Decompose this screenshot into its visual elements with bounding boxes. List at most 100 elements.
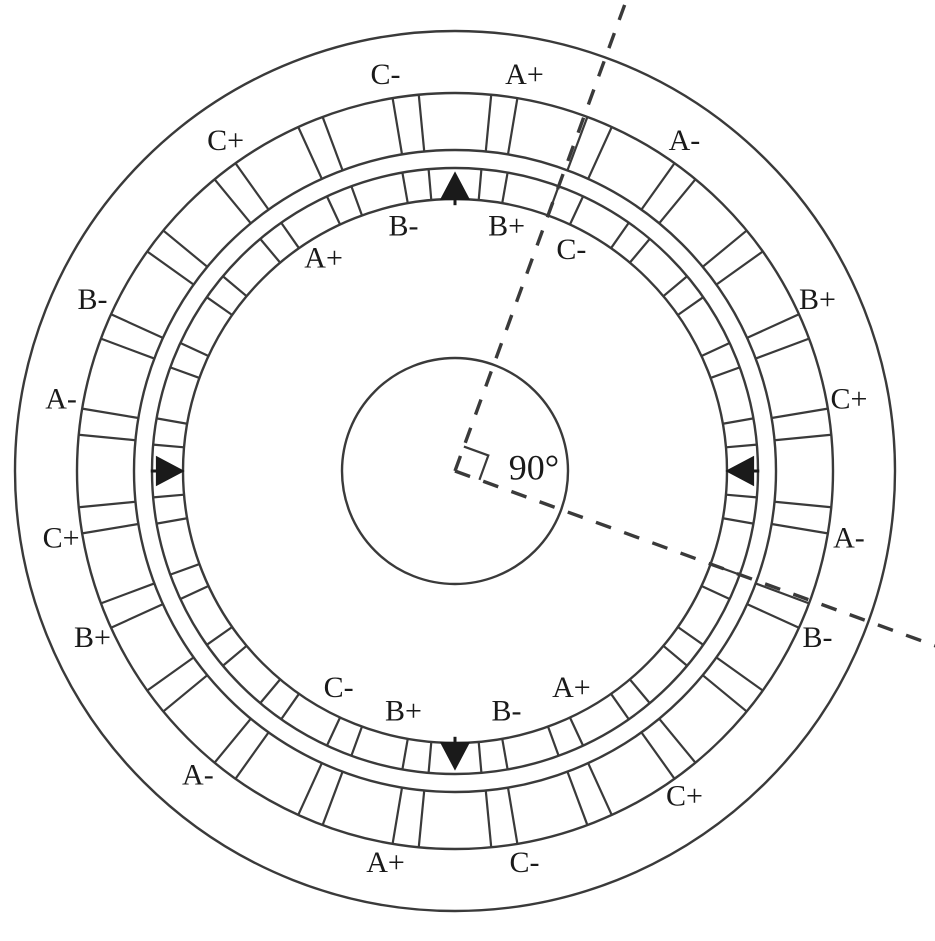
rotor-slot-edge xyxy=(548,727,559,756)
rotor-slot-edge xyxy=(207,627,232,645)
stator-slot-edge xyxy=(659,719,695,763)
dashed-line-0 xyxy=(455,0,638,471)
stator-slot-edge xyxy=(215,719,251,763)
stator-slot-edge xyxy=(659,179,695,223)
stator-slot-edge xyxy=(82,409,138,418)
rotor-slot-edge xyxy=(502,173,507,204)
rotor-slot-edge xyxy=(260,239,280,263)
outer-label: C+ xyxy=(207,124,244,157)
stator-slot-edge xyxy=(298,127,322,179)
rotor-slot-edge xyxy=(180,586,208,599)
rotor-slot-edge xyxy=(630,239,650,263)
rotor-slot-edge xyxy=(170,367,199,378)
stator-slot-edge xyxy=(215,179,251,223)
rotor-slot-edge xyxy=(630,679,650,703)
rotor-slot-edge xyxy=(663,646,687,666)
outer-label: B+ xyxy=(74,621,111,654)
inner-label: B+ xyxy=(488,209,525,242)
stator-slot-edge xyxy=(775,502,832,507)
stator-slot-edge xyxy=(111,314,163,338)
inner-label: C- xyxy=(556,233,586,266)
rotor-slot-edge xyxy=(570,196,583,224)
inner-label: B- xyxy=(492,694,522,727)
rotor-slot-edge xyxy=(207,297,232,315)
stator-slot-edge xyxy=(703,231,747,267)
stator-slot-edge xyxy=(147,657,193,690)
stator-slot-edge xyxy=(419,791,424,848)
stator-slot-edge xyxy=(163,675,207,711)
stator-slot-edge xyxy=(716,251,762,284)
stator-slot-edge xyxy=(641,732,674,778)
outer-label: A+ xyxy=(366,846,405,879)
outer-label: A- xyxy=(669,124,701,157)
stator-slot-edge xyxy=(486,791,491,848)
inner-label: A+ xyxy=(304,242,343,275)
rotor-slot-edge xyxy=(723,518,754,523)
stator-slot-edge xyxy=(101,339,154,359)
stator-slot-edge xyxy=(147,251,193,284)
rotor-slot-edge xyxy=(678,627,703,645)
rotor-slot-edge xyxy=(502,739,507,770)
inner-label: B- xyxy=(388,209,418,242)
rotor-slot-edge xyxy=(153,445,184,448)
stator-slot-edge xyxy=(393,98,402,154)
stator-slot-edge xyxy=(101,583,154,603)
arrow-head-2 xyxy=(156,457,183,486)
rotor-slot-edge xyxy=(611,694,629,719)
outer-label: C- xyxy=(509,846,539,879)
stator-slot-edge xyxy=(756,583,809,603)
rotor-slot-edge xyxy=(351,186,362,215)
stator-slot-edge xyxy=(323,772,343,825)
stator-slot-edge xyxy=(716,657,762,690)
rotor-slot-edge xyxy=(702,343,730,356)
outer-label: A- xyxy=(833,521,865,554)
outer-label: C- xyxy=(371,58,401,91)
stator-slot-edge xyxy=(419,95,424,152)
stator-slot-edge xyxy=(588,127,612,179)
outer-label: B- xyxy=(77,283,107,316)
arrow-head-0 xyxy=(441,172,470,199)
rotor-slot-edge xyxy=(726,445,757,448)
rotor-slot-edge xyxy=(223,276,247,296)
stator-slot-edge xyxy=(508,98,517,154)
outer-label: A- xyxy=(182,758,214,791)
stator-slot-edge xyxy=(641,163,674,209)
stator-slot-edge xyxy=(775,435,832,440)
angle-label: 90° xyxy=(509,447,559,487)
rotor-slot-edge xyxy=(570,718,583,746)
arrow-head-3 xyxy=(726,457,753,486)
stator-slot-edge xyxy=(323,117,343,170)
stator-slot-edge xyxy=(508,788,517,844)
rotor-slot-edge xyxy=(726,495,757,498)
outer-label: A- xyxy=(45,382,77,415)
outer-label: B- xyxy=(803,621,833,654)
rotor-slot-edge xyxy=(327,718,340,746)
rotor-slot-edge xyxy=(281,694,299,719)
rotor-slot-edge xyxy=(723,418,754,423)
stator-slot-edge xyxy=(747,604,799,628)
stator-slot-edge xyxy=(298,763,322,815)
stator-slot-edge xyxy=(79,502,136,507)
stator-slot-edge xyxy=(235,732,268,778)
rotor-slot-edge xyxy=(479,169,482,200)
stator-slot-edge xyxy=(235,163,268,209)
rotor-slot-edge xyxy=(260,679,280,703)
outer-label: C+ xyxy=(830,382,867,415)
rotor-slot-edge xyxy=(402,173,407,204)
rotor-slot-edge xyxy=(711,367,740,378)
stator-slot-edge xyxy=(772,409,828,418)
stator-slot-edge xyxy=(79,435,136,440)
rotor-slot-edge xyxy=(351,727,362,756)
rotor-slot-edge xyxy=(153,495,184,498)
rotor-slot-edge xyxy=(702,586,730,599)
arrow-head-1 xyxy=(441,742,470,769)
stator-slot-edge xyxy=(163,231,207,267)
rotor-slot-edge xyxy=(281,223,299,248)
inner-label: C- xyxy=(324,671,354,704)
stator-slot-edge xyxy=(567,117,587,170)
outer-label: C+ xyxy=(666,780,703,813)
rotor-slot-edge xyxy=(611,223,629,248)
stator-slot-edge xyxy=(567,772,587,825)
motor-cross-section-diagram: A+C-C+B-A-C+B+A-A+C-C+B-A-C+B+A-B+B-A+C-… xyxy=(0,0,935,941)
stator-slot-edge xyxy=(703,675,747,711)
